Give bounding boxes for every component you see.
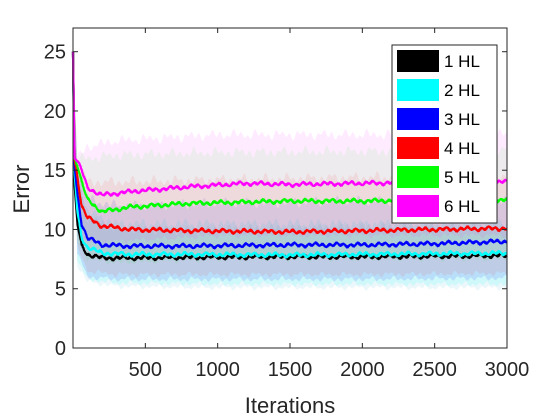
series-line-3 [71,51,508,250]
legend-label: 5 HL [444,168,480,187]
legend-swatch [397,108,439,130]
legend-swatch [397,50,439,72]
axes: 500 1000 1500 2000 2500 3000 0 5 10 15 20 25 [44,27,530,381]
y-axis-label: Error [9,165,34,214]
x-tick-label: 500 [129,359,162,381]
x-tick-label: 1500 [268,359,313,381]
y-tick-label: 0 [55,338,66,360]
band-3 [73,49,507,282]
legend-box [391,44,498,224]
legend-label: 3 HL [444,110,480,129]
legend-label: 2 HL [444,81,480,100]
legend-label: 4 HL [444,139,480,158]
y-tick-label: 15 [44,160,66,182]
series-line-4 [71,51,508,235]
x-tick-label: 1000 [195,359,240,381]
series-line-2 [71,51,508,259]
series-lines [71,51,508,262]
band-1 [73,51,507,291]
y-tick-label: 5 [55,279,66,301]
x-tick-label: 2000 [340,359,385,381]
legend-label: 1 HL [444,52,480,71]
legend-swatch [397,137,439,159]
x-axis-label: Iterations [245,393,336,418]
legend-swatch [397,79,439,101]
legend-label: 6 HL [444,197,480,216]
x-tick-label: 3000 [485,359,530,381]
legend-swatch [397,195,439,217]
legend-swatch [397,166,439,188]
y-tick-label: 25 [44,42,66,64]
band-2 [73,47,507,287]
legend: 1 HL 2 HL 3 HL 4 HL 5 HL 6 HL [391,44,498,224]
y-tick-label: 20 [44,101,66,123]
x-tick-label: 2500 [412,359,457,381]
y-tick-label: 10 [44,219,66,241]
